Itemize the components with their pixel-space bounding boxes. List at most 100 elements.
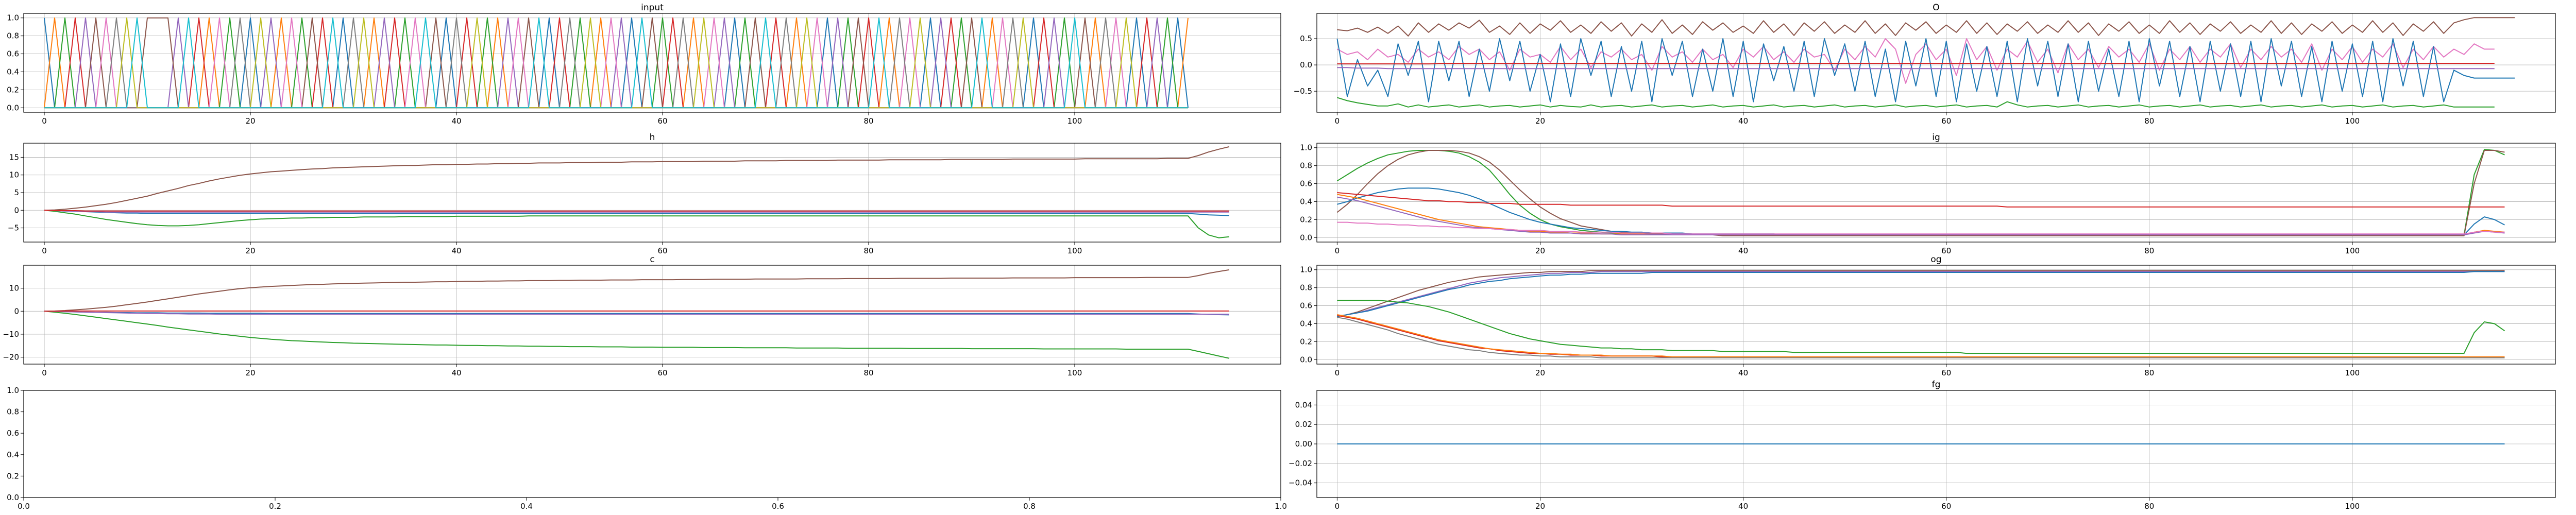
x-tick-label: 0.6	[772, 502, 784, 511]
series-line-c-2	[44, 311, 1230, 316]
y-tick-label: 5	[14, 188, 19, 197]
x-tick-label: 20	[1535, 368, 1545, 377]
y-tick-label: 0.8	[7, 407, 19, 417]
y-tick-label: 0.2	[1300, 337, 1312, 346]
axes-frame	[1316, 13, 2556, 113]
x-tick-label: 0.4	[520, 502, 533, 511]
series-line-ig-3	[1337, 192, 2505, 208]
x-tick-label: 80	[863, 246, 873, 255]
x-tick-label: 40	[451, 246, 461, 255]
series-line-o-5	[1337, 97, 2495, 108]
y-tick-label: 0.2	[7, 471, 19, 480]
y-tick-label: 0.5	[1300, 34, 1312, 43]
x-tick-label: 0.0	[18, 502, 30, 511]
x-tick-label: 80	[2144, 246, 2154, 255]
axes-title-o: O	[1933, 3, 1939, 13]
x-tick-label: 100	[1067, 368, 1082, 377]
y-tick-label: 1.0	[1300, 143, 1312, 152]
x-tick-label: 40	[1738, 246, 1748, 255]
y-tick-label: −10	[3, 330, 19, 339]
y-tick-label: 0.4	[1300, 319, 1312, 328]
series-line-input-9	[44, 17, 1188, 109]
y-tick-label: 1.0	[1300, 265, 1312, 274]
y-tick-label: 10	[9, 284, 19, 293]
x-tick-label: 40	[1738, 368, 1748, 377]
series-line-h-4	[44, 210, 1229, 212]
axes-o-1: 0 20 40 60 80 100 −0.5 0.0 0.5 O	[1294, 3, 2556, 126]
axes-ig-3: 0 20 40 60 80 100 0.0 0.2 0.4 0.6 0.8 1.0 ig	[1300, 132, 2556, 255]
axes-title-fg: fg	[1932, 380, 1941, 390]
axes-frame	[1316, 265, 2556, 365]
axes-c-4: 0 20 40 60 80 100 −20 −10 0 10 c	[3, 254, 1281, 377]
series-line-c-0	[44, 269, 1230, 312]
series-line-o-4	[1337, 67, 2495, 70]
x-tick-label: 40	[1738, 116, 1748, 126]
axes-title-h: h	[650, 132, 655, 143]
x-tick-label: 60	[1941, 368, 1951, 377]
axes-title-input: input	[641, 3, 664, 13]
y-tick-label: 0.2	[7, 85, 19, 94]
x-tick-label: 60	[1941, 502, 1951, 511]
axes-h-2: 0 20 40 60 80 100 −5 0 5 10 15 h	[8, 132, 1281, 255]
y-tick-label: 10	[9, 170, 19, 180]
y-tick-label: 0.0	[1300, 355, 1312, 364]
y-tick-label: −5	[8, 224, 19, 233]
y-tick-label: 0.6	[7, 428, 19, 438]
x-tick-label: 60	[1941, 246, 1951, 255]
series-line-o-2	[1336, 38, 2515, 102]
y-tick-label: 0.8	[1300, 283, 1312, 293]
x-tick-label: 100	[2345, 502, 2360, 511]
axes-title-ig: ig	[1932, 132, 1940, 143]
y-tick-label: −0.04	[1289, 478, 1312, 488]
x-tick-label: 100	[2345, 246, 2360, 255]
series-line-ig-0	[1336, 149, 2505, 235]
x-tick-label: 80	[2144, 368, 2154, 377]
y-tick-label: 0.6	[7, 49, 19, 59]
y-tick-label: 0.2	[1300, 215, 1312, 224]
x-tick-label: 0.2	[269, 502, 281, 511]
y-tick-label: 0.6	[1300, 301, 1312, 311]
y-tick-label: 0.0	[7, 103, 19, 112]
x-tick-label: 0	[42, 116, 47, 126]
series-line-c-1	[44, 311, 1230, 359]
y-tick-label: 0.00	[1295, 439, 1312, 449]
series-line-h-2	[44, 210, 1230, 216]
x-tick-label: 60	[657, 246, 667, 255]
series-line-h-1	[44, 210, 1230, 238]
y-tick-label: 0	[14, 205, 19, 215]
x-tick-label: 0	[42, 246, 47, 255]
series-line-og-5	[1337, 314, 2505, 357]
series-line-ig-4	[1337, 194, 2505, 235]
series-line-o-1	[1336, 38, 2495, 84]
x-tick-label: 20	[245, 246, 255, 255]
series-line-c-3	[44, 311, 1229, 315]
series-line-og-1	[1337, 271, 2505, 317]
x-tick-label: 80	[863, 116, 873, 126]
series-line-ig-1	[1336, 150, 2505, 236]
x-tick-label: 20	[1535, 246, 1545, 255]
series-line-h-0	[44, 146, 1230, 211]
axes-frame	[1316, 143, 2556, 243]
x-tick-label: 100	[1067, 116, 1082, 126]
y-tick-label: 0.0	[7, 493, 19, 502]
axes-og-5: 0 20 40 60 80 100 0.0 0.2 0.4 0.6 0.8 1.0 og	[1300, 254, 2556, 377]
series-line-og-0	[1337, 270, 2505, 317]
y-tick-label: 0.8	[1300, 161, 1312, 170]
y-tick-label: −0.5	[1294, 87, 1312, 96]
y-tick-label: −0.02	[1289, 459, 1312, 468]
x-tick-label: 1.0	[1275, 502, 1287, 511]
axes-empty-6: 0.0 0.2 0.4 0.6 0.8 1.0 0.0 0.2 0.4 0.6 0.8 1.0	[7, 386, 1287, 511]
x-tick-label: 20	[1535, 502, 1545, 511]
x-tick-label: 0	[1335, 368, 1340, 377]
axes-title-c: c	[650, 254, 654, 265]
y-tick-label: 15	[9, 152, 19, 162]
y-tick-label: 0.0	[1300, 233, 1312, 242]
x-tick-label: 0	[1335, 502, 1340, 511]
y-tick-label: 0.04	[1295, 400, 1312, 409]
series-line-input-6	[44, 17, 1188, 109]
axes-frame	[23, 13, 1281, 113]
series-line-h-3	[44, 210, 1229, 213]
x-tick-label: 0.8	[1023, 502, 1036, 511]
axes-frame	[23, 265, 1281, 365]
x-tick-label: 100	[2345, 368, 2360, 377]
